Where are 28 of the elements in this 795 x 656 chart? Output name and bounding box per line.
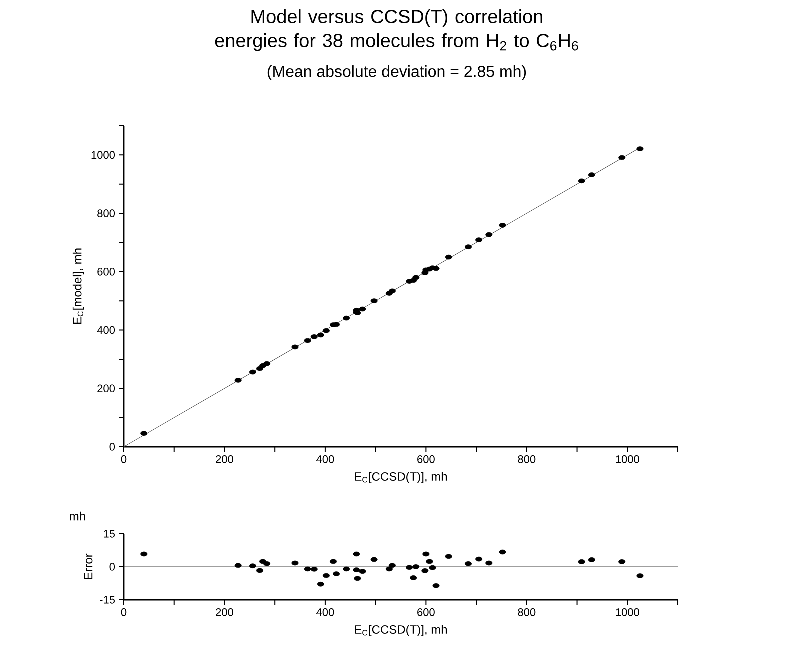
x-axis-title: E$_{C}$[CCSD(T)], mh [355,625,448,636]
x-tick-label: 800 [518,456,536,464]
x-tick-label: 0 [121,608,127,616]
x-tick-label: 600 [418,456,435,464]
x-tick-label: 200 [216,456,234,464]
x-axis-title: E$_{C}$[CCSD(T)], mh [355,472,448,484]
x-tick-label: 200 [216,608,234,616]
y-tick-label: 1000 [92,151,116,160]
y-tick-label: 800 [98,210,116,218]
x-tick-label: 800 [518,608,536,616]
y-axis-title: Error [84,554,93,580]
text: mh [70,512,86,521]
y-tick-label: 0 [110,563,116,571]
chart-title: Model versus CCSD(T) correlation energies for 38 molecules from H$_{2}$ to C$_{6}$H$_{6}$ [215,10,578,52]
y-tick-label: 0 [110,443,116,451]
x-tick-label: 400 [316,456,334,464]
y-tick-label: 15 [104,530,115,538]
y-tick-label: -15 [100,596,115,604]
y-axis-title: E$_{C}$[model], mh [72,248,84,324]
chart-subtitle: (Mean absolute deviation = 2.85 mh) [268,66,526,80]
x-tick-label: 1000 [616,608,640,616]
x-tick-label: 1000 [616,456,640,464]
y-tick-label: 600 [98,268,116,276]
y-tick-label: 400 [97,326,116,334]
y-tick-label: 200 [98,384,116,393]
x-tick-label: 0 [121,456,127,464]
x-tick-label: 400 [316,608,334,616]
x-tick-label: 600 [418,608,435,616]
